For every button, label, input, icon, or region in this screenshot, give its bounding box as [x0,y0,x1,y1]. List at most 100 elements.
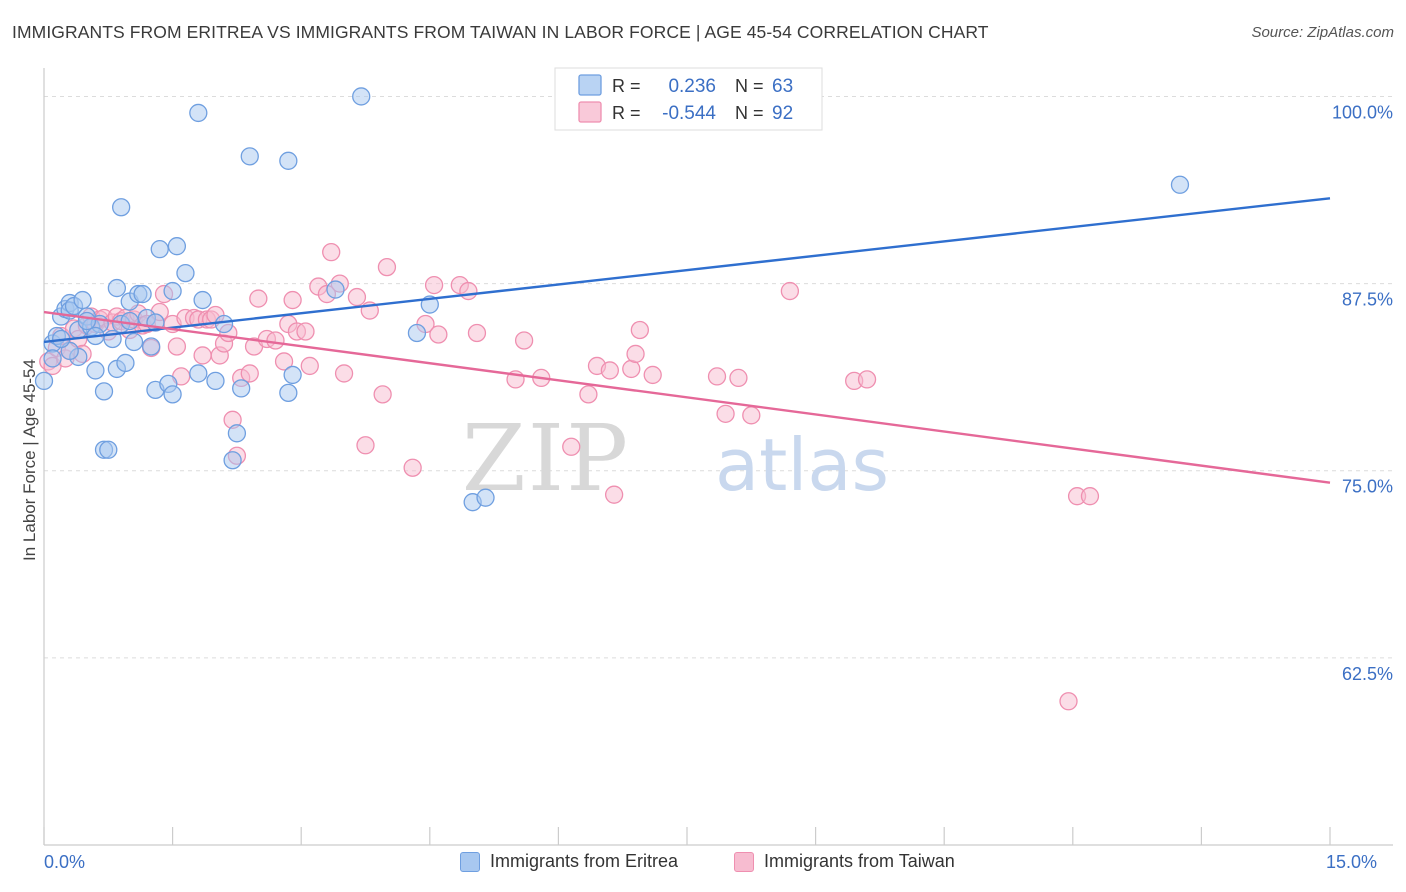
legend-swatch-eritrea [460,851,480,872]
point-eritrea [189,364,208,383]
point-eritrea [142,337,161,356]
x-tick-label-max: 15.0% [1326,852,1378,872]
legend-label-eritrea: Immigrants from Eritrea [490,851,679,871]
axes [43,68,1393,846]
point-eritrea [150,240,169,259]
legend-n-value: 63 [772,76,793,97]
point-taiwan [429,325,448,344]
point-taiwan [467,323,487,343]
point-taiwan [283,290,302,310]
point-taiwan [600,361,619,380]
point-eritrea [94,382,114,401]
point-taiwan [780,281,800,301]
y-tick-labels: 100.0% 87.5% 75.0% 62.5% [1332,102,1393,683]
legend-item-eritrea[interactable]: Immigrants from Eritrea [460,851,678,872]
point-taiwan [622,359,641,379]
legend-box: R = 0.236 N = 63 R = -0.544 N = 92 [554,67,823,131]
legend-r-label: R = [612,103,641,123]
point-taiwan [334,364,354,383]
point-taiwan [716,404,735,423]
bottom-legend: Immigrants from Eritrea Immigrants from … [0,851,1406,879]
legend-item-taiwan[interactable]: Immigrants from Taiwan [734,851,955,872]
point-taiwan [377,257,397,277]
point-taiwan [459,281,478,301]
point-eritrea [124,332,144,352]
legend-n-label: N = [735,76,764,96]
point-taiwan [167,337,187,356]
point-eritrea [352,87,371,106]
point-eritrea [326,280,345,299]
point-eritrea [43,349,62,368]
y-tick-label: 87.5% [1342,290,1393,310]
legend-swatch-taiwan [734,851,754,872]
legend-n-label: N = [735,103,764,123]
point-taiwan [707,367,727,386]
point-taiwan [300,356,319,376]
legend-r-value: -0.544 [662,103,716,124]
point-taiwan [643,365,662,385]
point-taiwan [604,485,624,504]
point-taiwan [403,458,422,477]
point-eritrea [112,198,131,217]
watermark: ZIP atlas [462,405,889,512]
x-tick-label-min: 0.0% [44,852,86,872]
point-eritrea [1170,175,1190,194]
point-eritrea [163,385,182,404]
point-eritrea [189,103,208,123]
point-eritrea [133,284,152,304]
chart-title: IMMIGRANTS FROM ERITREA VS IMMIGRANTS FR… [12,22,989,42]
point-eritrea [163,281,182,301]
trend-line-eritrea [43,197,1331,344]
series-eritrea [34,87,1190,512]
point-taiwan [240,364,259,383]
point-eritrea [279,383,298,403]
point-taiwan [193,346,212,365]
point-eritrea [206,371,225,391]
point-taiwan [322,243,341,262]
point-eritrea [86,361,105,380]
trend-lines [43,197,1331,484]
point-taiwan [347,287,367,307]
point-taiwan [630,320,649,340]
point-taiwan [356,436,375,455]
point-taiwan [249,289,268,308]
point-taiwan [742,406,761,425]
watermark-atlas: atlas [715,423,889,507]
point-eritrea [240,147,259,166]
point-eritrea [283,365,302,385]
point-eritrea [99,440,118,459]
point-eritrea [232,379,251,398]
point-taiwan [514,331,534,350]
point-eritrea [407,323,427,343]
point-taiwan [424,275,444,295]
point-taiwan [1059,692,1078,711]
point-eritrea [120,311,139,331]
point-eritrea [214,314,234,334]
point-eritrea [279,151,298,170]
point-eritrea [227,424,247,443]
point-eritrea [73,290,92,310]
legend-label-taiwan: Immigrants from Taiwan [764,851,955,871]
trend-line-taiwan [43,310,1331,484]
point-eritrea [193,290,212,310]
point-taiwan [1080,487,1100,506]
point-eritrea [107,278,127,298]
point-taiwan [729,368,748,388]
point-eritrea [223,451,242,470]
legend-swatch-taiwan [578,101,602,123]
point-taiwan [266,331,285,350]
point-taiwan [373,385,392,404]
point-taiwan [296,322,315,341]
point-taiwan [274,352,294,371]
point-taiwan [562,437,581,456]
y-tick-label: 100.0% [1332,102,1393,122]
point-eritrea [34,371,54,391]
point-taiwan [857,370,877,389]
legend-swatch-eritrea [578,74,602,96]
point-eritrea [167,237,187,256]
legend-r-value: 0.236 [668,76,716,97]
point-eritrea [176,263,195,283]
point-eritrea [476,488,495,507]
chart-source: Source: ZipAtlas.com [1251,24,1394,41]
